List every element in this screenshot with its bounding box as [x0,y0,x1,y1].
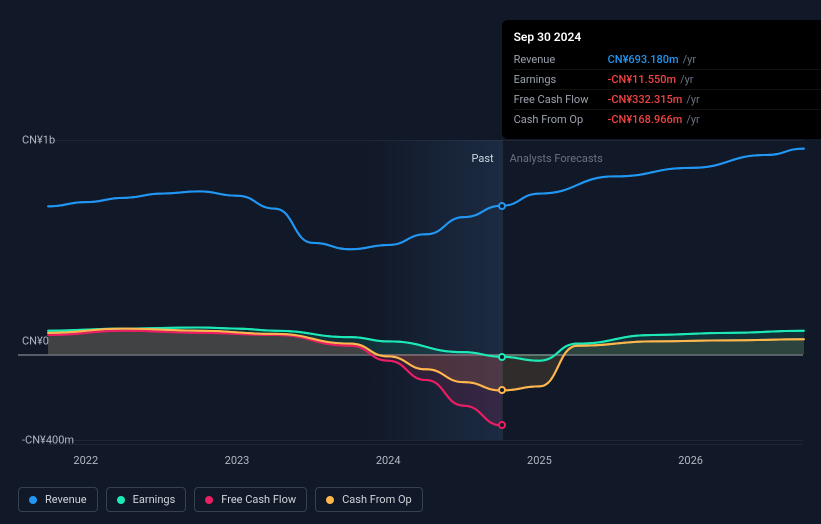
legend-dot [117,496,125,504]
x-axis-label: 2026 [678,454,703,467]
tooltip-value: CN¥693.180m [608,53,679,66]
tooltip-date: Sep 30 2024 [514,30,821,44]
legend-item-revenue[interactable]: Revenue [18,487,98,512]
legend-label: Earnings [133,493,176,506]
legend-label: Cash From Op [342,493,412,506]
tooltip-value: -CN¥332.315m [608,93,683,106]
tooltip-row: Free Cash Flow-CN¥332.315m/yr [514,89,821,109]
tooltip-value: -CN¥11.550m [608,73,676,86]
x-axis-label: 2024 [376,454,401,467]
legend-dot [326,496,334,504]
tooltip-unit: /yr [686,93,699,106]
legend-item-cfo[interactable]: Cash From Op [315,487,423,512]
tooltip: Sep 30 2024 RevenueCN¥693.180m/yrEarning… [502,20,821,139]
marker-earnings [498,353,506,361]
legend-item-fcf[interactable]: Free Cash Flow [194,487,307,512]
x-axis-label: 2025 [527,454,552,467]
legend-dot [205,496,213,504]
x-axis-label: 2023 [225,454,250,467]
financial-chart: CN¥1b CN¥0 -CN¥400m Past Analysts Foreca… [18,20,803,504]
baseline [48,444,803,445]
tooltip-label: Earnings [514,73,608,86]
tooltip-row: Cash From Op-CN¥168.966m/yr [514,109,821,129]
tooltip-value: -CN¥168.966m [608,113,683,126]
legend-dot [29,496,37,504]
tooltip-label: Free Cash Flow [514,93,608,106]
marker-cfo [498,386,506,394]
legend: Revenue Earnings Free Cash Flow Cash Fro… [18,487,423,512]
tooltip-label: Cash From Op [514,113,608,126]
tooltip-unit: /yr [686,113,699,126]
tooltip-label: Revenue [514,53,608,66]
tooltip-row: Earnings-CN¥11.550m/yr [514,69,821,89]
marker-fcf [498,421,506,429]
legend-label: Free Cash Flow [221,493,296,506]
legend-label: Revenue [45,493,87,506]
legend-item-earnings[interactable]: Earnings [106,487,187,512]
tooltip-row: RevenueCN¥693.180m/yr [514,50,821,69]
marker-revenue [498,202,506,210]
tooltip-unit: /yr [683,53,696,66]
x-axis-label: 2022 [73,454,98,467]
tooltip-unit: /yr [680,73,693,86]
